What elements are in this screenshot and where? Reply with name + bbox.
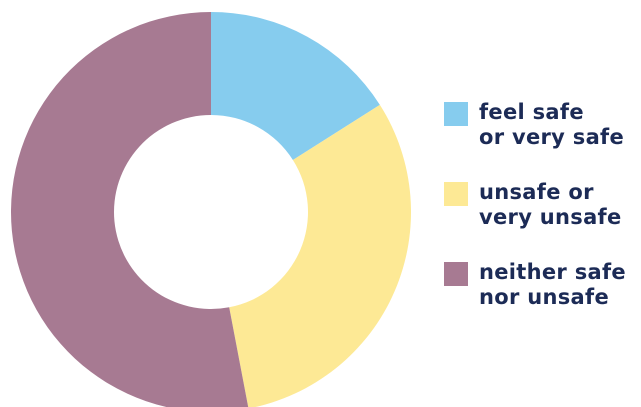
legend-swatch-unsafe: [444, 182, 468, 206]
donut-slice-neither: [11, 12, 249, 407]
legend-swatch-neither: [444, 262, 468, 286]
chart-legend: feel safe or very safe unsafe or very un…: [444, 100, 626, 340]
legend-label-unsafe: unsafe or very unsafe: [479, 180, 622, 229]
legend-item-neither: neither safe nor unsafe: [444, 260, 626, 310]
legend-label-feel-safe: feel safe or very safe: [479, 100, 625, 149]
legend-swatch-feel-safe: [444, 102, 468, 126]
donut-slice-unsafe: [229, 104, 411, 407]
donut-chart: [11, 12, 411, 407]
legend-item-feel-safe: feel safe or very safe: [444, 100, 626, 150]
donut-slice-feel-safe: [211, 12, 380, 161]
legend-item-unsafe: unsafe or very unsafe: [444, 180, 626, 230]
legend-label-neither: neither safe nor unsafe: [479, 260, 626, 309]
